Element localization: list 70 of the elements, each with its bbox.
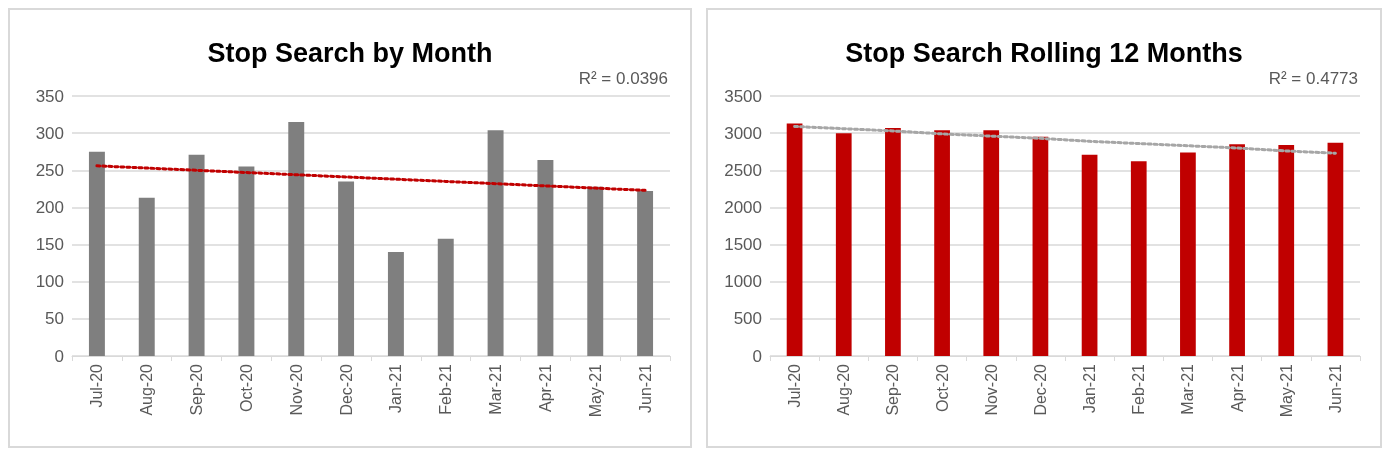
- x-tick-label: Apr-21: [1228, 363, 1246, 413]
- x-tick-label: Nov-20: [287, 363, 305, 416]
- x-tick-label: May-21: [586, 363, 604, 418]
- y-tick-label: 100: [35, 272, 64, 292]
- bar: [1229, 144, 1245, 356]
- y-tick-label: 1500: [724, 235, 762, 255]
- bar: [1327, 142, 1344, 356]
- bar: [188, 154, 205, 356]
- x-tick-label: Jul-20: [786, 363, 804, 408]
- y-tick-label: 2000: [724, 197, 762, 217]
- y-tick-label: 500: [733, 309, 762, 329]
- x-tick-label: Jun-21: [1326, 363, 1344, 413]
- bar: [1081, 154, 1098, 356]
- bar: [835, 133, 852, 356]
- bar: [1180, 152, 1196, 356]
- text: R² = 0.0396: [578, 69, 668, 88]
- x-tick-label: Jan-21: [1081, 363, 1099, 413]
- x-tick-label: Dec-20: [337, 363, 355, 416]
- x-tick-label: Mar-21: [1179, 363, 1197, 415]
- text: R² = 0.4773: [1268, 69, 1358, 88]
- x-tick-label: Mar-21: [487, 363, 505, 415]
- bar: [1032, 136, 1049, 356]
- chart-title: Stop Search by Month: [207, 37, 493, 68]
- x-tick-label: Dec-20: [1031, 363, 1049, 416]
- y-tick-label: 2500: [724, 160, 762, 180]
- x-tick-label: Nov-20: [982, 363, 1000, 416]
- x-tick-label: Aug-20: [138, 363, 156, 416]
- y-tick-label: 300: [35, 123, 64, 143]
- y-tick-label: 3000: [724, 123, 762, 143]
- x-tick-label: Aug-20: [835, 363, 853, 416]
- x-tick-label: Sep-20: [188, 363, 206, 416]
- bar: [387, 252, 404, 356]
- bar: [934, 130, 950, 356]
- line-series: [793, 124, 1337, 155]
- y-tick-label: 150: [35, 235, 64, 255]
- y-tick-label: 350: [35, 86, 64, 106]
- y-tick-label: 0: [54, 346, 64, 366]
- y-tick-label: 3500: [724, 86, 762, 106]
- x-tick-label: Jun-21: [636, 363, 654, 413]
- x-tick-label: Jan-21: [387, 363, 405, 413]
- x-tick-label: Jul-20: [88, 363, 106, 408]
- x-tick-label: Oct-20: [933, 363, 951, 413]
- x-tick-label: Oct-20: [237, 363, 255, 413]
- x-tick-label: Feb-21: [1130, 363, 1148, 415]
- bar: [437, 238, 454, 356]
- line-series: [95, 164, 647, 192]
- bar: [288, 122, 305, 356]
- chart-title: Stop Search Rolling 12 Months: [845, 37, 1243, 68]
- bar: [338, 181, 355, 356]
- bar: [637, 191, 654, 356]
- y-tick-label: 50: [45, 309, 64, 329]
- bar: [487, 130, 504, 356]
- bar: [88, 151, 105, 356]
- y-tick-label: 200: [35, 197, 64, 217]
- bar: [786, 123, 803, 356]
- y-tick-label: 1000: [724, 272, 762, 292]
- x-tick-label: Feb-21: [437, 363, 455, 415]
- y-tick-label: 250: [35, 160, 64, 180]
- x-tick-label: Apr-21: [536, 363, 554, 413]
- bar: [587, 186, 604, 356]
- bar: [1130, 161, 1147, 356]
- bar: [1278, 145, 1295, 356]
- bar: [983, 130, 1000, 356]
- y-tick-label: 0: [752, 346, 762, 366]
- bar: [138, 197, 155, 356]
- bar: [238, 166, 255, 356]
- x-tick-label: May-21: [1277, 363, 1295, 418]
- bar: [885, 127, 901, 356]
- bar: [537, 159, 554, 356]
- x-tick-label: Sep-20: [884, 363, 902, 416]
